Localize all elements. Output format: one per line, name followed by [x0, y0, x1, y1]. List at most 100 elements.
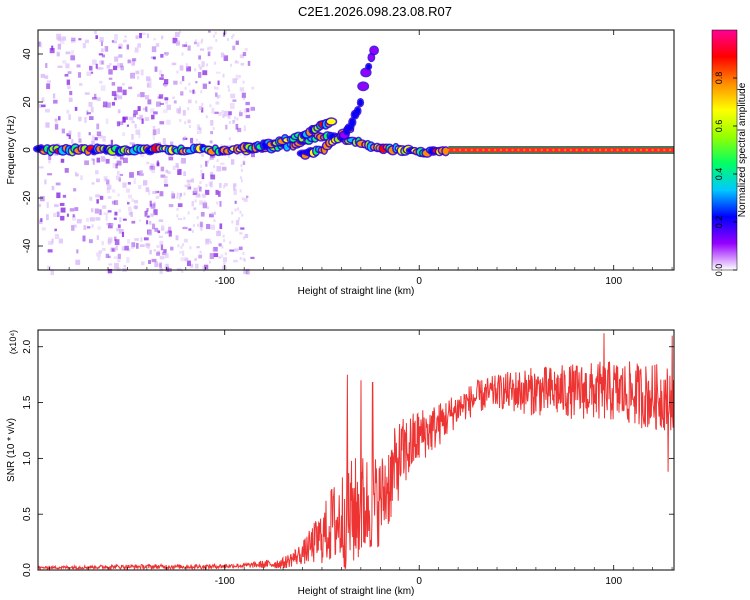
noise-pixel — [154, 261, 159, 268]
noise-pixel — [131, 58, 137, 62]
noise-pixel — [231, 36, 234, 40]
carrier-dot — [587, 148, 590, 152]
noise-pixel — [106, 179, 110, 185]
snr-panel: -100 0 100 0.0 0.5 1.0 1.5 2.0 Height of strai… — [6, 329, 675, 597]
noise-pixel — [110, 223, 114, 226]
noise-pixel — [95, 217, 101, 221]
noise-pixel — [159, 102, 164, 105]
noise-pixel — [116, 228, 121, 232]
noise-pixel — [239, 256, 242, 260]
noise-pixel — [154, 66, 158, 72]
noise-pixel — [195, 81, 198, 84]
colorbar-tick-label: 0.4 — [714, 168, 724, 181]
noise-pixel — [123, 264, 126, 268]
noise-pixel — [141, 32, 146, 35]
noise-pixel — [170, 141, 174, 148]
y-tick-label: 0 — [22, 147, 33, 153]
noise-pixel — [200, 66, 203, 70]
noise-pixel — [99, 80, 103, 84]
noise-pixel — [215, 101, 218, 105]
noise-pixel — [247, 60, 251, 66]
noise-pixel — [139, 170, 144, 177]
noise-pixel — [47, 249, 53, 253]
noise-pixel — [187, 119, 191, 124]
noise-pixel — [233, 186, 236, 191]
noise-pixel — [98, 67, 104, 70]
noise-pixel — [129, 172, 134, 178]
noise-pixel — [64, 168, 69, 173]
noise-pixel — [210, 224, 215, 230]
noise-pixel — [46, 83, 51, 90]
noise-pixel — [74, 207, 79, 211]
noise-pixel — [150, 213, 155, 216]
noise-pixel — [213, 219, 216, 223]
noise-pixel — [138, 185, 142, 190]
noise-pixel — [151, 171, 156, 174]
noise-pixel — [239, 189, 242, 193]
noise-pixel — [114, 56, 119, 62]
noise-pixel — [192, 89, 195, 94]
noise-pixel — [222, 32, 226, 37]
noise-pixel — [191, 229, 194, 233]
noise-pixel — [165, 99, 168, 105]
carrier-dot — [616, 148, 619, 152]
noise-pixel — [184, 86, 187, 90]
noise-pixel — [122, 89, 127, 96]
noise-pixel — [134, 47, 139, 53]
noise-pixel — [190, 263, 194, 268]
snr-x-ticks: -100 0 100 — [49, 330, 673, 587]
noise-pixel — [174, 32, 180, 37]
noise-pixel — [147, 99, 152, 105]
noise-pixel — [166, 104, 172, 110]
noise-pixel — [229, 249, 235, 252]
noise-pixel — [164, 97, 169, 101]
noise-pixel — [178, 196, 181, 200]
noise-pixel — [156, 252, 161, 256]
noise-pixel — [218, 256, 221, 259]
noise-pixel — [77, 132, 81, 138]
noise-pixel — [191, 178, 195, 183]
noise-pixel — [217, 80, 220, 86]
noise-pixel — [235, 123, 239, 130]
noise-pixel — [49, 48, 55, 54]
noise-pixel — [199, 127, 202, 131]
noise-pixel — [250, 106, 255, 111]
noise-pixel — [108, 263, 113, 266]
noise-pixel — [199, 250, 202, 254]
noise-pixel — [214, 86, 217, 90]
noise-pixel — [207, 30, 211, 33]
noise-pixel — [97, 135, 103, 139]
noise-pixel — [127, 59, 131, 64]
noise-pixel — [201, 107, 204, 113]
noise-pixel — [54, 233, 60, 239]
noise-pixel — [70, 40, 76, 44]
noise-pixel — [199, 189, 202, 193]
noise-pixel — [240, 168, 243, 172]
noise-pixel — [128, 194, 133, 199]
noise-pixel — [200, 40, 203, 44]
noise-pixel — [171, 191, 174, 197]
noise-pixel — [140, 237, 143, 242]
noise-pixel — [118, 46, 122, 49]
noise-pixel — [155, 43, 160, 47]
noise-pixel — [111, 101, 116, 106]
trace-blob — [326, 118, 336, 125]
noise-pixel — [220, 52, 224, 58]
noise-pixel — [48, 155, 52, 161]
noise-pixel — [100, 40, 104, 47]
noise-pixel — [74, 171, 77, 174]
noise-pixel — [119, 217, 122, 223]
noise-pixel — [222, 265, 227, 271]
noise-pixel — [57, 36, 62, 42]
noise-pixel — [234, 226, 239, 232]
noise-pixel — [90, 71, 94, 74]
noise-pixel — [161, 35, 164, 40]
noise-pixel — [89, 116, 94, 120]
noise-pixel — [239, 210, 242, 214]
noise-pixel — [208, 182, 213, 186]
noise-pixel — [139, 92, 145, 98]
noise-pixel — [236, 117, 239, 121]
noise-pixel — [41, 227, 46, 231]
noise-pixel — [186, 66, 192, 72]
noise-pixel — [54, 204, 59, 208]
